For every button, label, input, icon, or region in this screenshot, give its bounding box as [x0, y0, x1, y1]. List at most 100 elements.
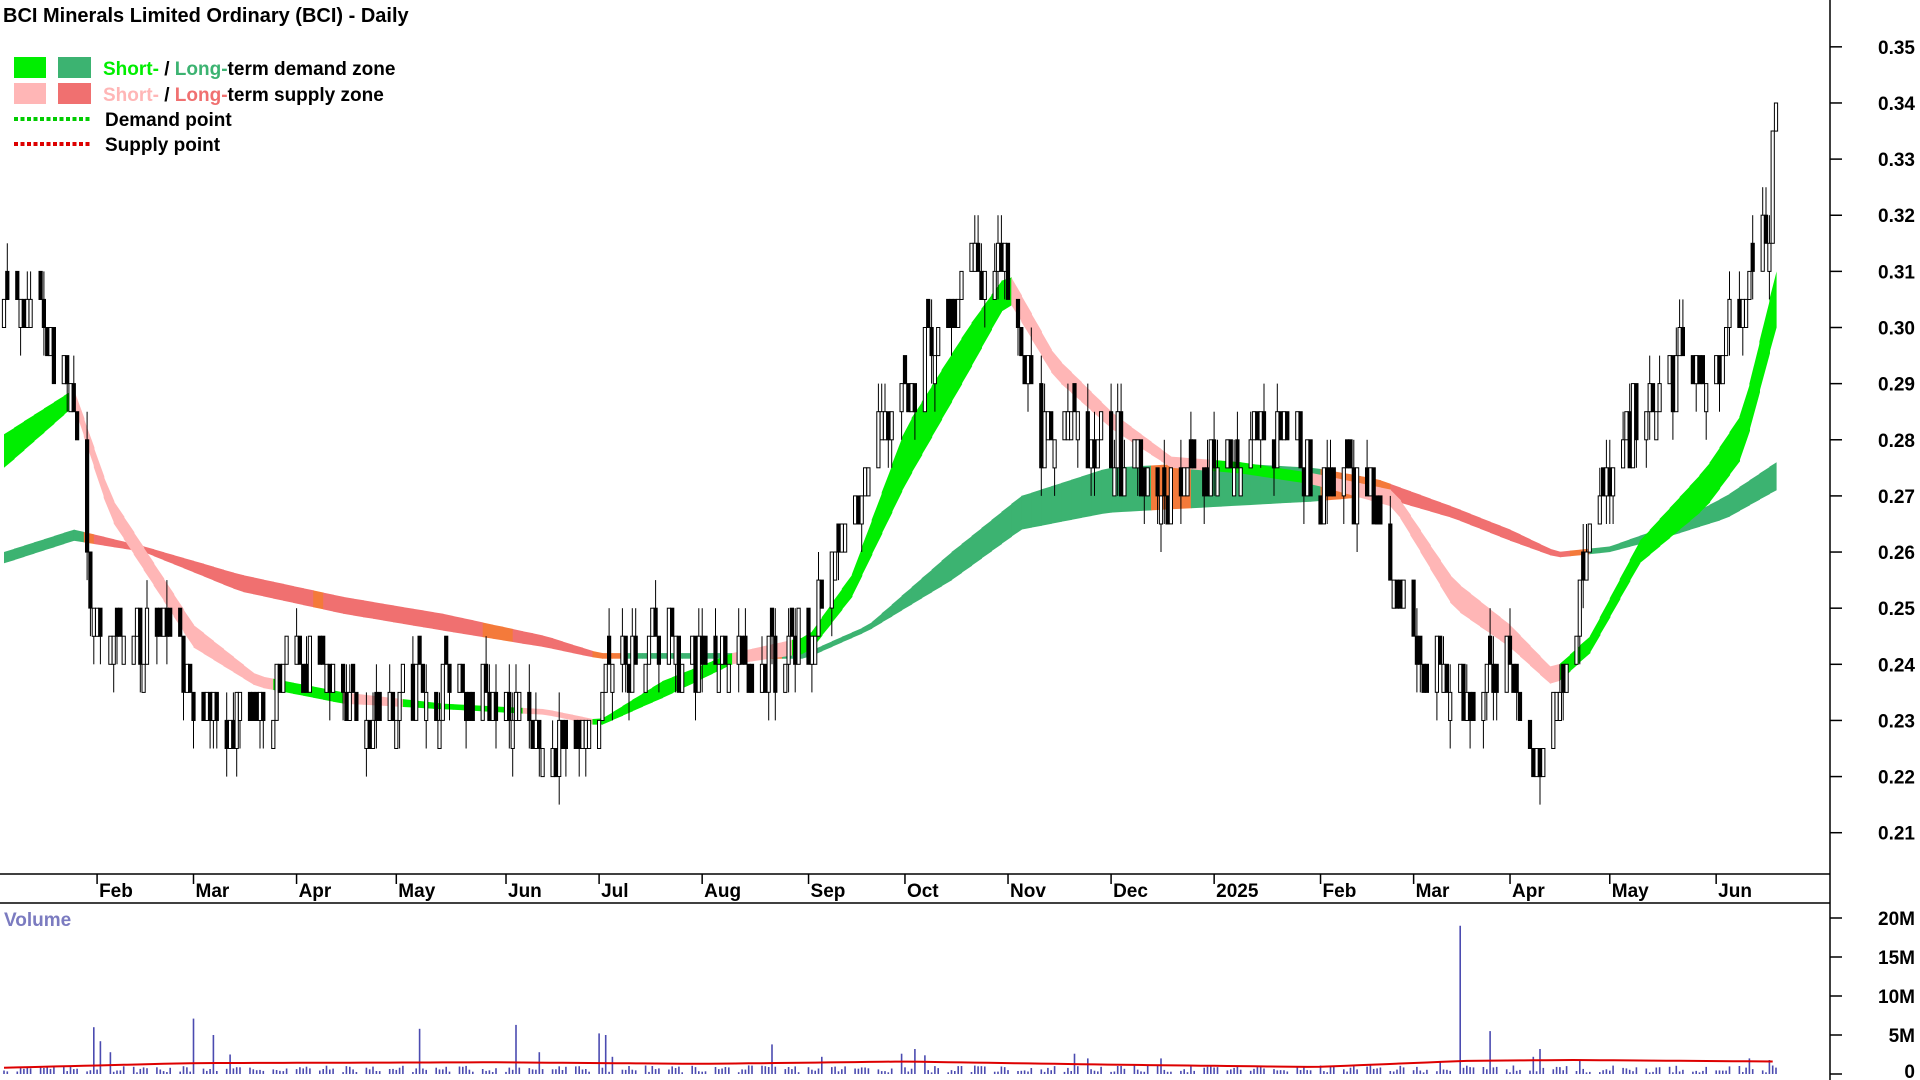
price-bar-2024-02-08 — [118, 607, 123, 637]
volume-axis: 20M 15M 10M 5M 0 — [1830, 909, 1915, 1080]
long-term-zone-segment — [512, 629, 524, 644]
price-bar-2024-04-26 — [377, 691, 382, 722]
long-term-zone-segment — [562, 641, 574, 654]
short-term-zone-segment — [283, 680, 294, 694]
price-bar-2024-06-24 — [573, 719, 578, 750]
long-term-zone-segment — [223, 569, 234, 589]
long-term-zone-segment — [1500, 525, 1511, 541]
short-term-zone-segment — [1759, 299, 1770, 393]
price-bar-2025-03-26 — [1488, 635, 1493, 665]
short-term-zone-segment — [552, 710, 564, 719]
short-term-zone-segment — [971, 308, 982, 367]
price-bar-2024-05-07 — [414, 663, 419, 721]
price-bar-2024-11-11 — [1039, 383, 1044, 469]
short-term-zone-segment — [891, 437, 903, 513]
price-bar-2024-08-27 — [786, 635, 791, 665]
price-bar-2025-04-23 — [1581, 551, 1586, 581]
price-bar-2024-08-01 — [700, 635, 705, 665]
price-bar-2024-01-04 — [1, 298, 7, 328]
legend-demand-rest: term demand zone — [228, 59, 396, 80]
price-bar-2024-04-23 — [367, 719, 372, 750]
price-bar-2025-05-28 — [1697, 355, 1702, 385]
price-bar-2025-04-14 — [1551, 691, 1556, 750]
price-bar-2024-09-26 — [886, 411, 891, 441]
price-bar-2024-01-12 — [28, 298, 33, 328]
price-tick-label-0.32: 0.32 — [1878, 206, 1915, 227]
price-bar-2024-08-16 — [749, 663, 755, 693]
price-bar-2025-02-10 — [1341, 467, 1346, 497]
short-term-zone-segment — [1739, 383, 1750, 462]
price-bar-2024-08-05 — [713, 635, 718, 665]
price-bar-2024-12-17 — [1158, 495, 1164, 525]
long-term-zone-segment — [53, 532, 65, 548]
price-bar-2025-05-19 — [1667, 355, 1672, 385]
short-term-zone-segment — [233, 656, 244, 679]
price-bar-2025-05-05 — [1621, 439, 1626, 469]
long-term-zone-segment — [323, 592, 334, 612]
price-bar-2024-10-28 — [992, 270, 997, 300]
short-term-zone-segment — [223, 648, 234, 673]
price-bar-2024-11-15 — [1052, 439, 1057, 469]
short-term-zone-segment — [363, 694, 374, 706]
long-term-zone-segment — [1729, 486, 1740, 517]
price-bar-2025-04-08 — [1531, 748, 1536, 778]
long-term-zone-segment — [921, 569, 933, 599]
price-bar-2024-06-13 — [537, 719, 542, 750]
price-bar-2024-10-30 — [999, 242, 1004, 272]
price-bar-2024-10-18 — [959, 270, 964, 300]
price-bar-2024-01-08 — [15, 270, 20, 300]
long-term-zone-segment — [1589, 547, 1601, 555]
price-bar-2024-04-16 — [344, 691, 349, 722]
legend-item-supply-zone: Short- / Long-term supply zone — [14, 83, 384, 106]
long-term-zone-segment — [881, 604, 893, 623]
short-term-zone-segment — [1749, 341, 1760, 431]
long-term-zone-segment — [1001, 503, 1012, 544]
short-term-zone-segment — [143, 547, 155, 586]
price-bar-2024-08-21 — [766, 635, 771, 693]
price-bar-2025-05-12 — [1644, 411, 1649, 441]
price-bar-2024-03-13 — [231, 719, 236, 750]
price-bar-2025-01-06 — [1225, 439, 1230, 469]
legend-item-demand-zone: Short- / Long-term demand zone — [14, 57, 395, 80]
price-bar-2024-02-16 — [144, 607, 150, 665]
legend-swatch-short-supply — [14, 83, 46, 104]
price-bar-2024-02-22 — [164, 607, 170, 637]
price-bar-2025-02-06 — [1328, 467, 1333, 497]
long-term-zone-segment — [1021, 492, 1032, 530]
price-bar-2024-11-18 — [1062, 411, 1067, 441]
price-bar-2025-01-13 — [1248, 439, 1253, 469]
price-bar-2024-06-17 — [550, 748, 555, 778]
price-bar-2025-03-27 — [1491, 663, 1496, 693]
price-bar-2024-05-09 — [420, 663, 425, 693]
long-term-zone-segment — [253, 577, 264, 597]
short-term-zone-segment — [1699, 462, 1711, 513]
price-bar-2024-12-25 — [1185, 467, 1190, 497]
price-bar-2024-01-15 — [38, 270, 43, 300]
price-bar-2024-12-23 — [1178, 467, 1184, 497]
price-bar-2024-07-15 — [643, 663, 648, 693]
legend-supply-zone-text: Short- / Long-term supply zone — [103, 85, 384, 106]
price-bar-2024-05-15 — [440, 663, 445, 721]
date-tick-label-15: May — [1612, 881, 1649, 902]
price-bar-2025-03-28 — [1494, 663, 1499, 693]
short-term-zone-segment — [901, 417, 913, 492]
price-bar-2024-05-31 — [493, 691, 499, 722]
price-bar-2024-12-13 — [1145, 467, 1150, 497]
price-bar-2024-10-31 — [1002, 242, 1007, 272]
short-term-zone-segment — [1639, 529, 1651, 564]
price-bar-2024-10-10 — [932, 355, 937, 385]
price-bar-2025-04-21 — [1574, 635, 1579, 665]
long-term-zone-segment — [303, 588, 314, 608]
long-term-zone-segment — [1400, 487, 1411, 506]
long-term-zone-segment — [1051, 483, 1062, 524]
price-bar-2024-09-24 — [879, 411, 884, 441]
price-bar-2024-01-26 — [75, 411, 80, 441]
price-bar-2025-06-16 — [1760, 214, 1765, 272]
price-bar-2024-10-23 — [976, 242, 981, 272]
date-tick-label-9: Nov — [1010, 881, 1046, 902]
price-bar-2025-03-04 — [1414, 635, 1420, 665]
price-bar-2024-09-04 — [813, 635, 818, 665]
price-bar-2025-01-31 — [1308, 439, 1313, 497]
date-tick-label-14: Apr — [1512, 881, 1545, 902]
price-bar-2024-02-15 — [141, 663, 146, 693]
